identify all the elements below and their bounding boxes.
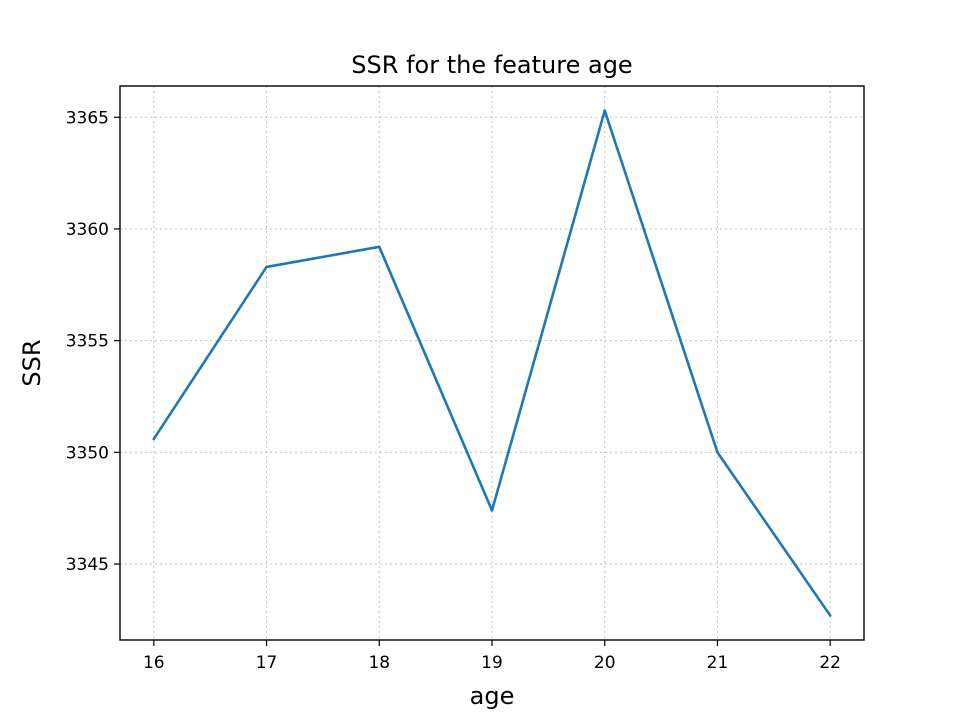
y-tick-label: 3345	[66, 555, 109, 575]
x-tick-label: 16	[143, 653, 165, 673]
data-point	[603, 109, 607, 112]
x-axis: 16 17 18 19 20 21 22	[143, 640, 841, 673]
data-point	[152, 437, 156, 441]
data-point	[377, 245, 381, 249]
series-layer	[152, 109, 832, 617]
x-axis-label: age	[470, 682, 515, 710]
grid-layer	[120, 86, 864, 640]
y-tick-label: 3355	[66, 332, 109, 352]
data-point	[265, 265, 268, 269]
x-tick-label: 19	[481, 653, 503, 673]
data-point	[716, 451, 719, 454]
y-tick-label: 3360	[66, 220, 109, 240]
y-axis: 3345 3350 3355 3360 3365	[66, 108, 120, 575]
x-tick-label: 18	[368, 653, 390, 673]
data-point	[490, 509, 494, 512]
chart-title: SSR for the feature age	[351, 51, 632, 79]
y-axis-label: SSR	[18, 339, 46, 386]
x-tick-label: 22	[819, 653, 841, 673]
y-tick-label: 3350	[66, 443, 109, 463]
y-tick-label: 3365	[66, 108, 109, 128]
x-tick-label: 17	[256, 653, 278, 673]
data-point	[828, 614, 832, 617]
x-tick-label: 20	[594, 653, 616, 673]
x-tick-label: 21	[707, 653, 729, 673]
